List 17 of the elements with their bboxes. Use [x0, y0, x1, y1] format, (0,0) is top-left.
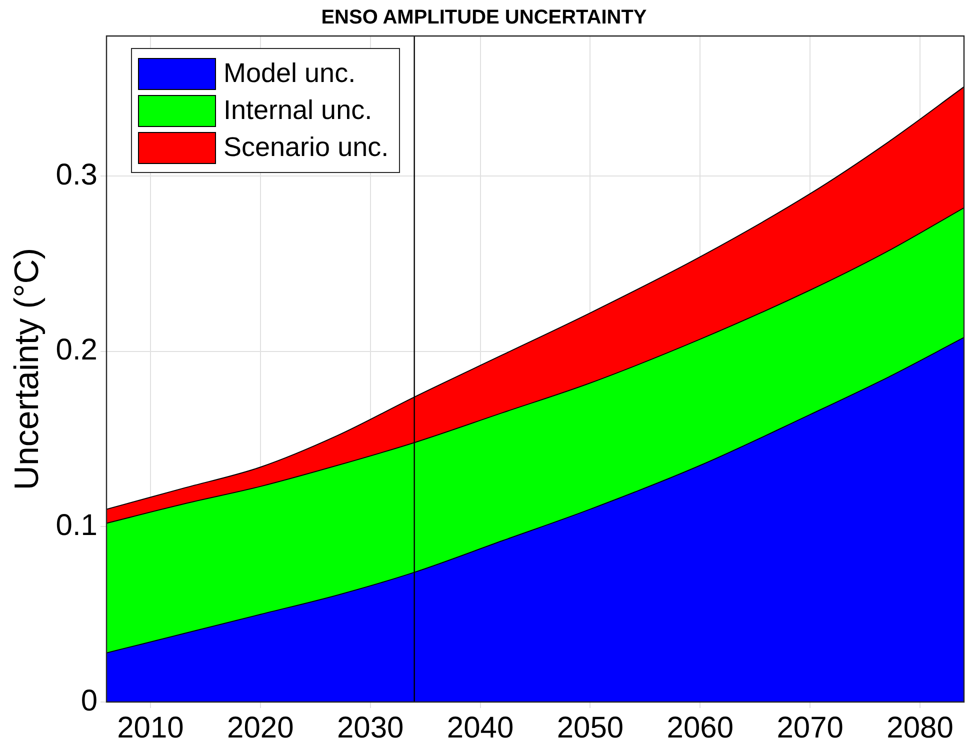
y-axis-title: Uncertainty (°C): [8, 248, 46, 490]
y-tick-label: 0: [80, 684, 98, 718]
legend-label: Scenario unc.: [224, 132, 389, 163]
x-tick-label: 2010: [117, 711, 184, 744]
x-tick-label: 2020: [227, 711, 294, 744]
x-tick-label: 2030: [336, 711, 404, 744]
y-tick-label: 0.1: [56, 509, 98, 542]
x-tick-label: 2070: [776, 711, 844, 744]
x-tick-label: 2050: [556, 711, 624, 744]
legend-label: Model unc.: [224, 58, 356, 89]
chart-title: ENSO AMPLITUDE UNCERTAINTY: [321, 6, 648, 29]
x-tick-label: 2040: [446, 711, 514, 744]
y-tick-label: 0.2: [56, 334, 98, 367]
y-tick-label: 0.3: [56, 158, 98, 192]
x-tick-label: 2060: [666, 711, 734, 744]
x-tick-label: 2080: [886, 711, 954, 744]
legend-label: Internal unc.: [224, 95, 372, 126]
